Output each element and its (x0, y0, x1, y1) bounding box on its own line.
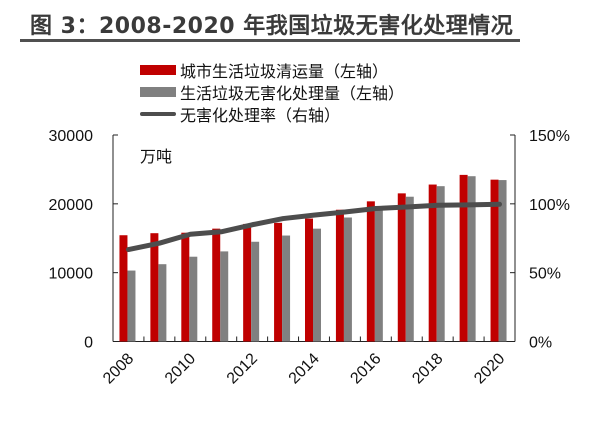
legend-item-cleared: 城市生活垃圾清运量（左轴） (140, 60, 389, 81)
x-tick-label: 2018 (409, 350, 446, 387)
bar-cleared-2009 (150, 233, 159, 342)
bar-cleared-2018 (428, 184, 437, 342)
x-tick-label: 2012 (224, 350, 261, 387)
legend-swatch-grey (140, 87, 176, 97)
legend-label: 无害化处理率（右轴） (180, 106, 341, 125)
right-tick-label: 0% (529, 335, 552, 352)
legend-label: 生活垃圾无害化处理量（左轴） (180, 84, 405, 103)
x-tick-label: 2020 (471, 350, 508, 387)
bar-cleared-2016 (366, 201, 375, 342)
bar-treated-2020 (498, 180, 507, 342)
left-tick-label: 0 (84, 335, 93, 352)
bar-cleared-2013 (274, 222, 283, 342)
bar-treated-2018 (436, 186, 445, 342)
x-tick-label: 2014 (286, 350, 323, 387)
bar-cleared-2014 (305, 218, 313, 342)
right-tick-label: 100% (529, 197, 570, 214)
bar-cleared-2017 (397, 193, 406, 342)
right-tick-label: 150% (529, 128, 570, 145)
legend-swatch-line (140, 112, 176, 116)
left-tick-label: 10000 (49, 266, 94, 283)
bar-treated-2014 (313, 228, 321, 342)
bar-cleared-2019 (459, 174, 468, 342)
legend-swatch-red (140, 65, 176, 75)
x-tick-label: 2016 (347, 350, 384, 387)
bar-treated-2015 (343, 217, 352, 342)
left-tick-label: 20000 (49, 197, 94, 214)
x-tick-label: 2008 (100, 350, 137, 387)
legend-label: 城市生活垃圾清运量（左轴） (180, 62, 389, 81)
bar-treated-2012 (251, 241, 260, 342)
bar-treated-2008 (127, 270, 136, 342)
bar-cleared-2015 (335, 209, 344, 342)
left-tick-label: 30000 (49, 128, 94, 145)
bar-treated-2016 (374, 206, 383, 342)
bar-treated-2019 (467, 176, 476, 342)
chart-title: 图 3：2008-2020 年我国垃圾无害化处理情况 (30, 14, 514, 39)
bar-cleared-2012 (243, 223, 252, 342)
bar-treated-2013 (282, 235, 291, 342)
bar-treated-2011 (220, 251, 229, 342)
left-axis-unit: 万吨 (140, 147, 172, 166)
legend-item-treated: 生活垃圾无害化处理量（左轴） (140, 82, 405, 103)
bar-cleared-2011 (212, 228, 221, 342)
right-tick-label: 50% (529, 266, 561, 283)
title-divider (20, 39, 520, 42)
bar-cleared-2008 (119, 235, 128, 342)
bar-cleared-2020 (490, 179, 499, 342)
legend-item-rate: 无害化处理率（右轴） (140, 104, 341, 125)
bar-cleared-2010 (181, 232, 190, 342)
bar-treated-2010 (189, 256, 198, 342)
bar-treated-2009 (158, 264, 167, 342)
bar-treated-2017 (405, 196, 414, 342)
x-tick-label: 2010 (162, 350, 199, 387)
